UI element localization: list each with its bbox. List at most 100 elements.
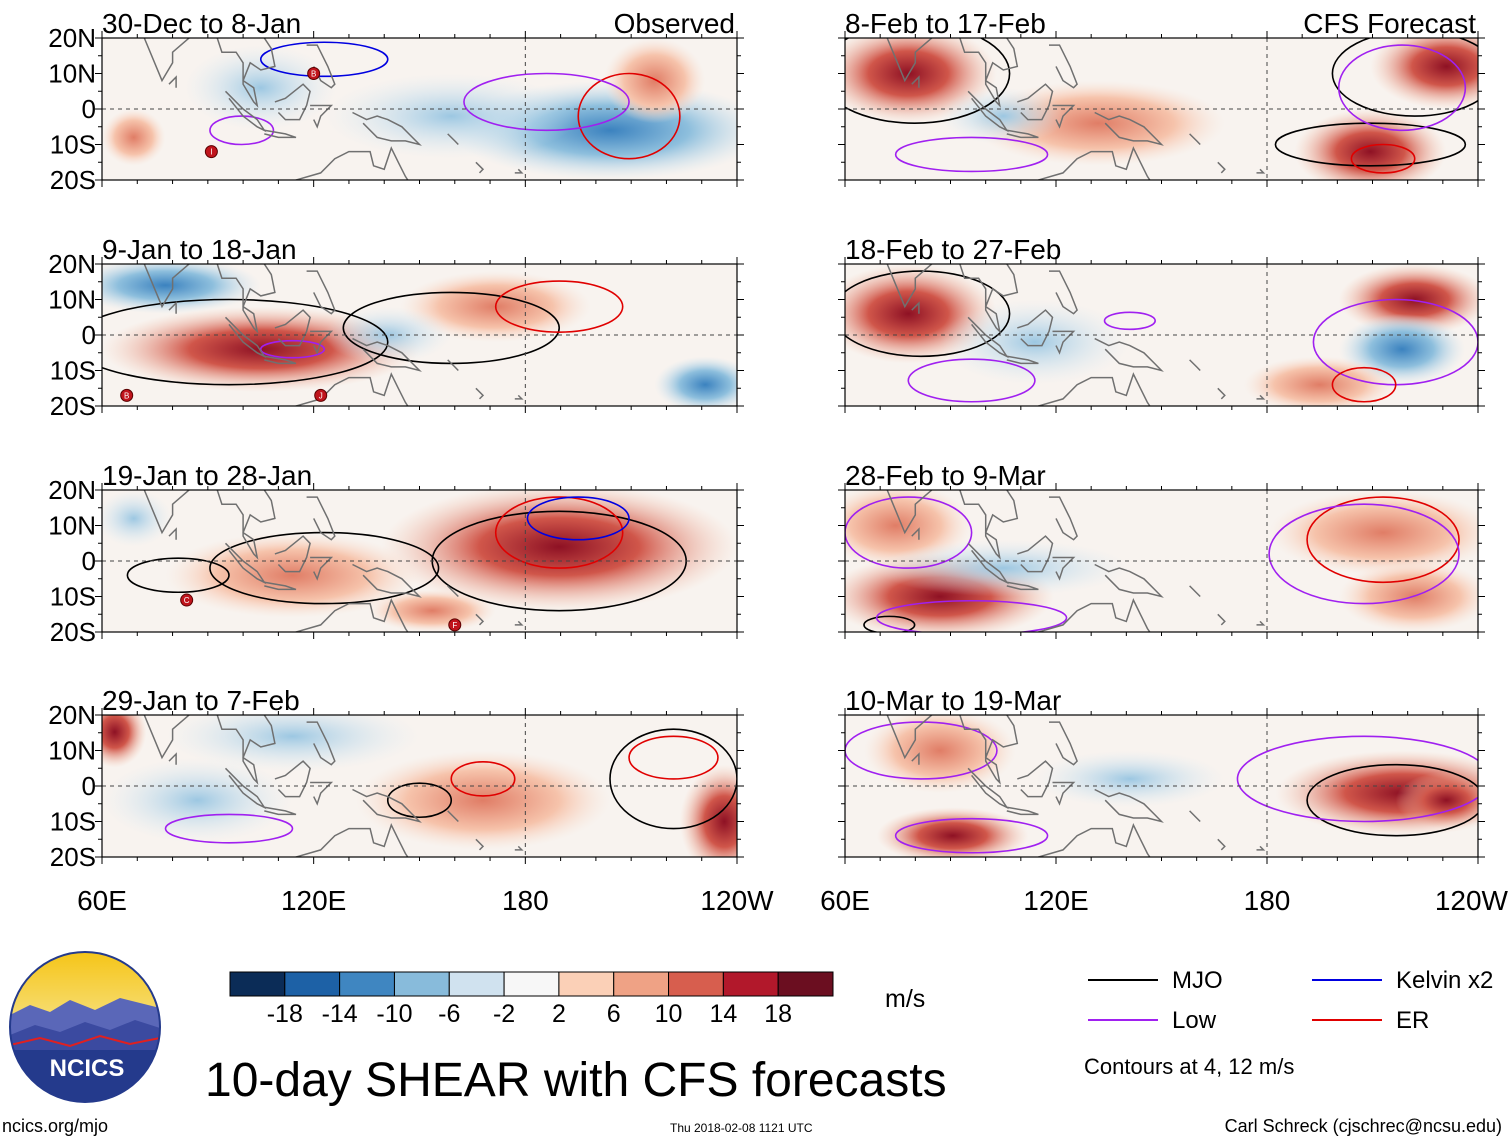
shear-field-1-0-1	[1370, 38, 1478, 109]
shear-field-0-3-1	[679, 764, 737, 857]
coastline-1-3-12	[1189, 810, 1201, 823]
storm-marker	[307, 67, 321, 80]
coastline-1-3-3	[1017, 760, 1054, 798]
y-tick-label: 20S	[50, 165, 96, 195]
y-tick-label: 10S	[50, 356, 96, 386]
colorbar: -18 -14 -10 -6 -2 2 6 10 14 18	[229, 971, 834, 1028]
shear-field-0-1-4	[324, 306, 452, 364]
x-tick-label: 120E	[1023, 885, 1088, 916]
y-tick-label: 20N	[48, 249, 96, 279]
storm-marker	[204, 145, 218, 159]
coastline-1-0-7	[1037, 146, 1151, 180]
y-tick-label: 10S	[50, 582, 96, 612]
coastline-1-2-7	[1037, 598, 1151, 632]
contour-1-3-3	[845, 721, 998, 780]
contour-0-2-0	[209, 531, 440, 605]
colorbar-swatch	[229, 971, 286, 997]
timestamp: Thu 2018-02-08 1121 UTC	[670, 1121, 813, 1135]
coastline-1-1-12	[1189, 359, 1201, 372]
colorbar-swatch	[448, 971, 505, 997]
colorbar-swatch	[668, 971, 724, 997]
coastline-0-3-6	[352, 788, 422, 823]
contour-1-2-4	[875, 599, 1068, 632]
colorbar-tick-label: -2	[493, 1000, 515, 1028]
coastline-1-2-9	[911, 527, 920, 540]
y-tick-label: 0	[82, 546, 96, 576]
coastline-0-1-8	[314, 250, 321, 257]
colorbar-tick-label: 10	[655, 1000, 683, 1028]
legend-label: ER	[1396, 1007, 1429, 1034]
panel-period-label: 10-Mar to 19-Mar	[845, 685, 1061, 716]
colorbar-swatch	[339, 971, 395, 997]
contour-0-2-4	[126, 557, 230, 594]
shear-field-1-0-2	[1294, 109, 1447, 180]
colorbar-tick-label: 14	[709, 1000, 737, 1028]
panel-period-label: 18-Feb to 27-Feb	[845, 234, 1061, 265]
panel-period-label: 8-Feb to 17-Feb	[845, 8, 1046, 39]
contour-1-1-2	[1331, 366, 1397, 403]
x-tick-label: 120W	[1435, 885, 1509, 916]
storm-marker	[448, 618, 462, 632]
coastline-1-3-2	[1006, 806, 1039, 816]
storm-marker-label: B	[124, 391, 129, 400]
coastline-0-1-5	[306, 270, 336, 315]
units-label: m/s	[885, 985, 925, 1013]
contour-1-2-3	[863, 615, 916, 632]
shear-field-0-3-4	[102, 757, 293, 843]
shear-field-0-3-3	[356, 750, 610, 850]
shear-field-1-2-1	[1269, 490, 1478, 576]
coastline-1-2-11	[1256, 620, 1266, 626]
coastline-0-1-10	[475, 387, 485, 400]
panel-period-label: 29-Jan to 7-Feb	[102, 685, 300, 716]
x-tick-label: 180	[1244, 885, 1291, 916]
panel-period-label: 9-Jan to 18-Jan	[102, 234, 297, 265]
contour-0-3-4	[628, 735, 719, 780]
contour-0-2-2	[494, 496, 624, 569]
shear-field-1-3-3	[864, 715, 1016, 794]
y-tick-label: 20S	[50, 842, 96, 872]
contour-0-0-2	[259, 41, 389, 78]
storm-marker-label: B	[311, 70, 316, 79]
coastline-1-0-3	[1017, 83, 1054, 121]
axes: 20N 10N 0 10S 20S 20N 10N 0 10S 20S 20N 10N 0 10S 20S 2…	[48, 23, 1508, 916]
panel-period-label: 28-Feb to 9-Mar	[845, 460, 1046, 491]
coastline-0-0-3	[274, 83, 311, 121]
coastline-0-3-12	[447, 810, 459, 823]
storm-marker-label: F	[452, 621, 457, 630]
coastline-1-3-4	[1052, 781, 1076, 806]
coastline-0-2-0	[143, 490, 276, 560]
shear-field-0-2-1	[165, 532, 420, 618]
shear-field-0-2-2	[102, 490, 172, 547]
shear-field-0-1-3	[654, 356, 737, 406]
shear-field-1-3-1	[1395, 771, 1478, 829]
coastline-1-1-2	[1006, 355, 1039, 365]
contour-1-2-1	[1268, 503, 1460, 605]
coastline-0-3-0	[143, 715, 276, 785]
storm-marker-label: J	[319, 391, 323, 400]
coastline-0-1-4	[310, 330, 334, 355]
contour-1-3-0	[1306, 763, 1478, 837]
y-tick-label: 10S	[50, 807, 96, 837]
colorbar-tick-label: -6	[438, 1000, 460, 1028]
coastline-0-3-5	[306, 721, 336, 766]
coastline-1-3-7	[1037, 823, 1151, 857]
coastline-0-2-11	[514, 620, 524, 626]
coastline-1-3-9	[911, 752, 920, 765]
x-tick-label: 180	[502, 885, 549, 916]
contour-0-1-3	[259, 339, 326, 359]
y-tick-label: 10S	[50, 130, 96, 160]
coastline-0-1-3	[274, 309, 311, 347]
contour-0-0-1	[463, 72, 630, 132]
y-tick-label: 10N	[48, 511, 96, 541]
coastline-1-0-6	[1094, 111, 1164, 146]
storm-marker-label: I	[210, 148, 212, 157]
coastline-0-0-7	[294, 146, 409, 180]
y-tick-label: 0	[82, 771, 96, 801]
source-url: ncics.org/mjo	[2, 1116, 108, 1136]
coastline-0-0-6	[352, 111, 422, 146]
panel-1-2	[838, 483, 1485, 639]
storm-marker	[314, 388, 328, 402]
y-tick-label: 20N	[48, 475, 96, 505]
panel-0-2: CF	[95, 483, 744, 639]
